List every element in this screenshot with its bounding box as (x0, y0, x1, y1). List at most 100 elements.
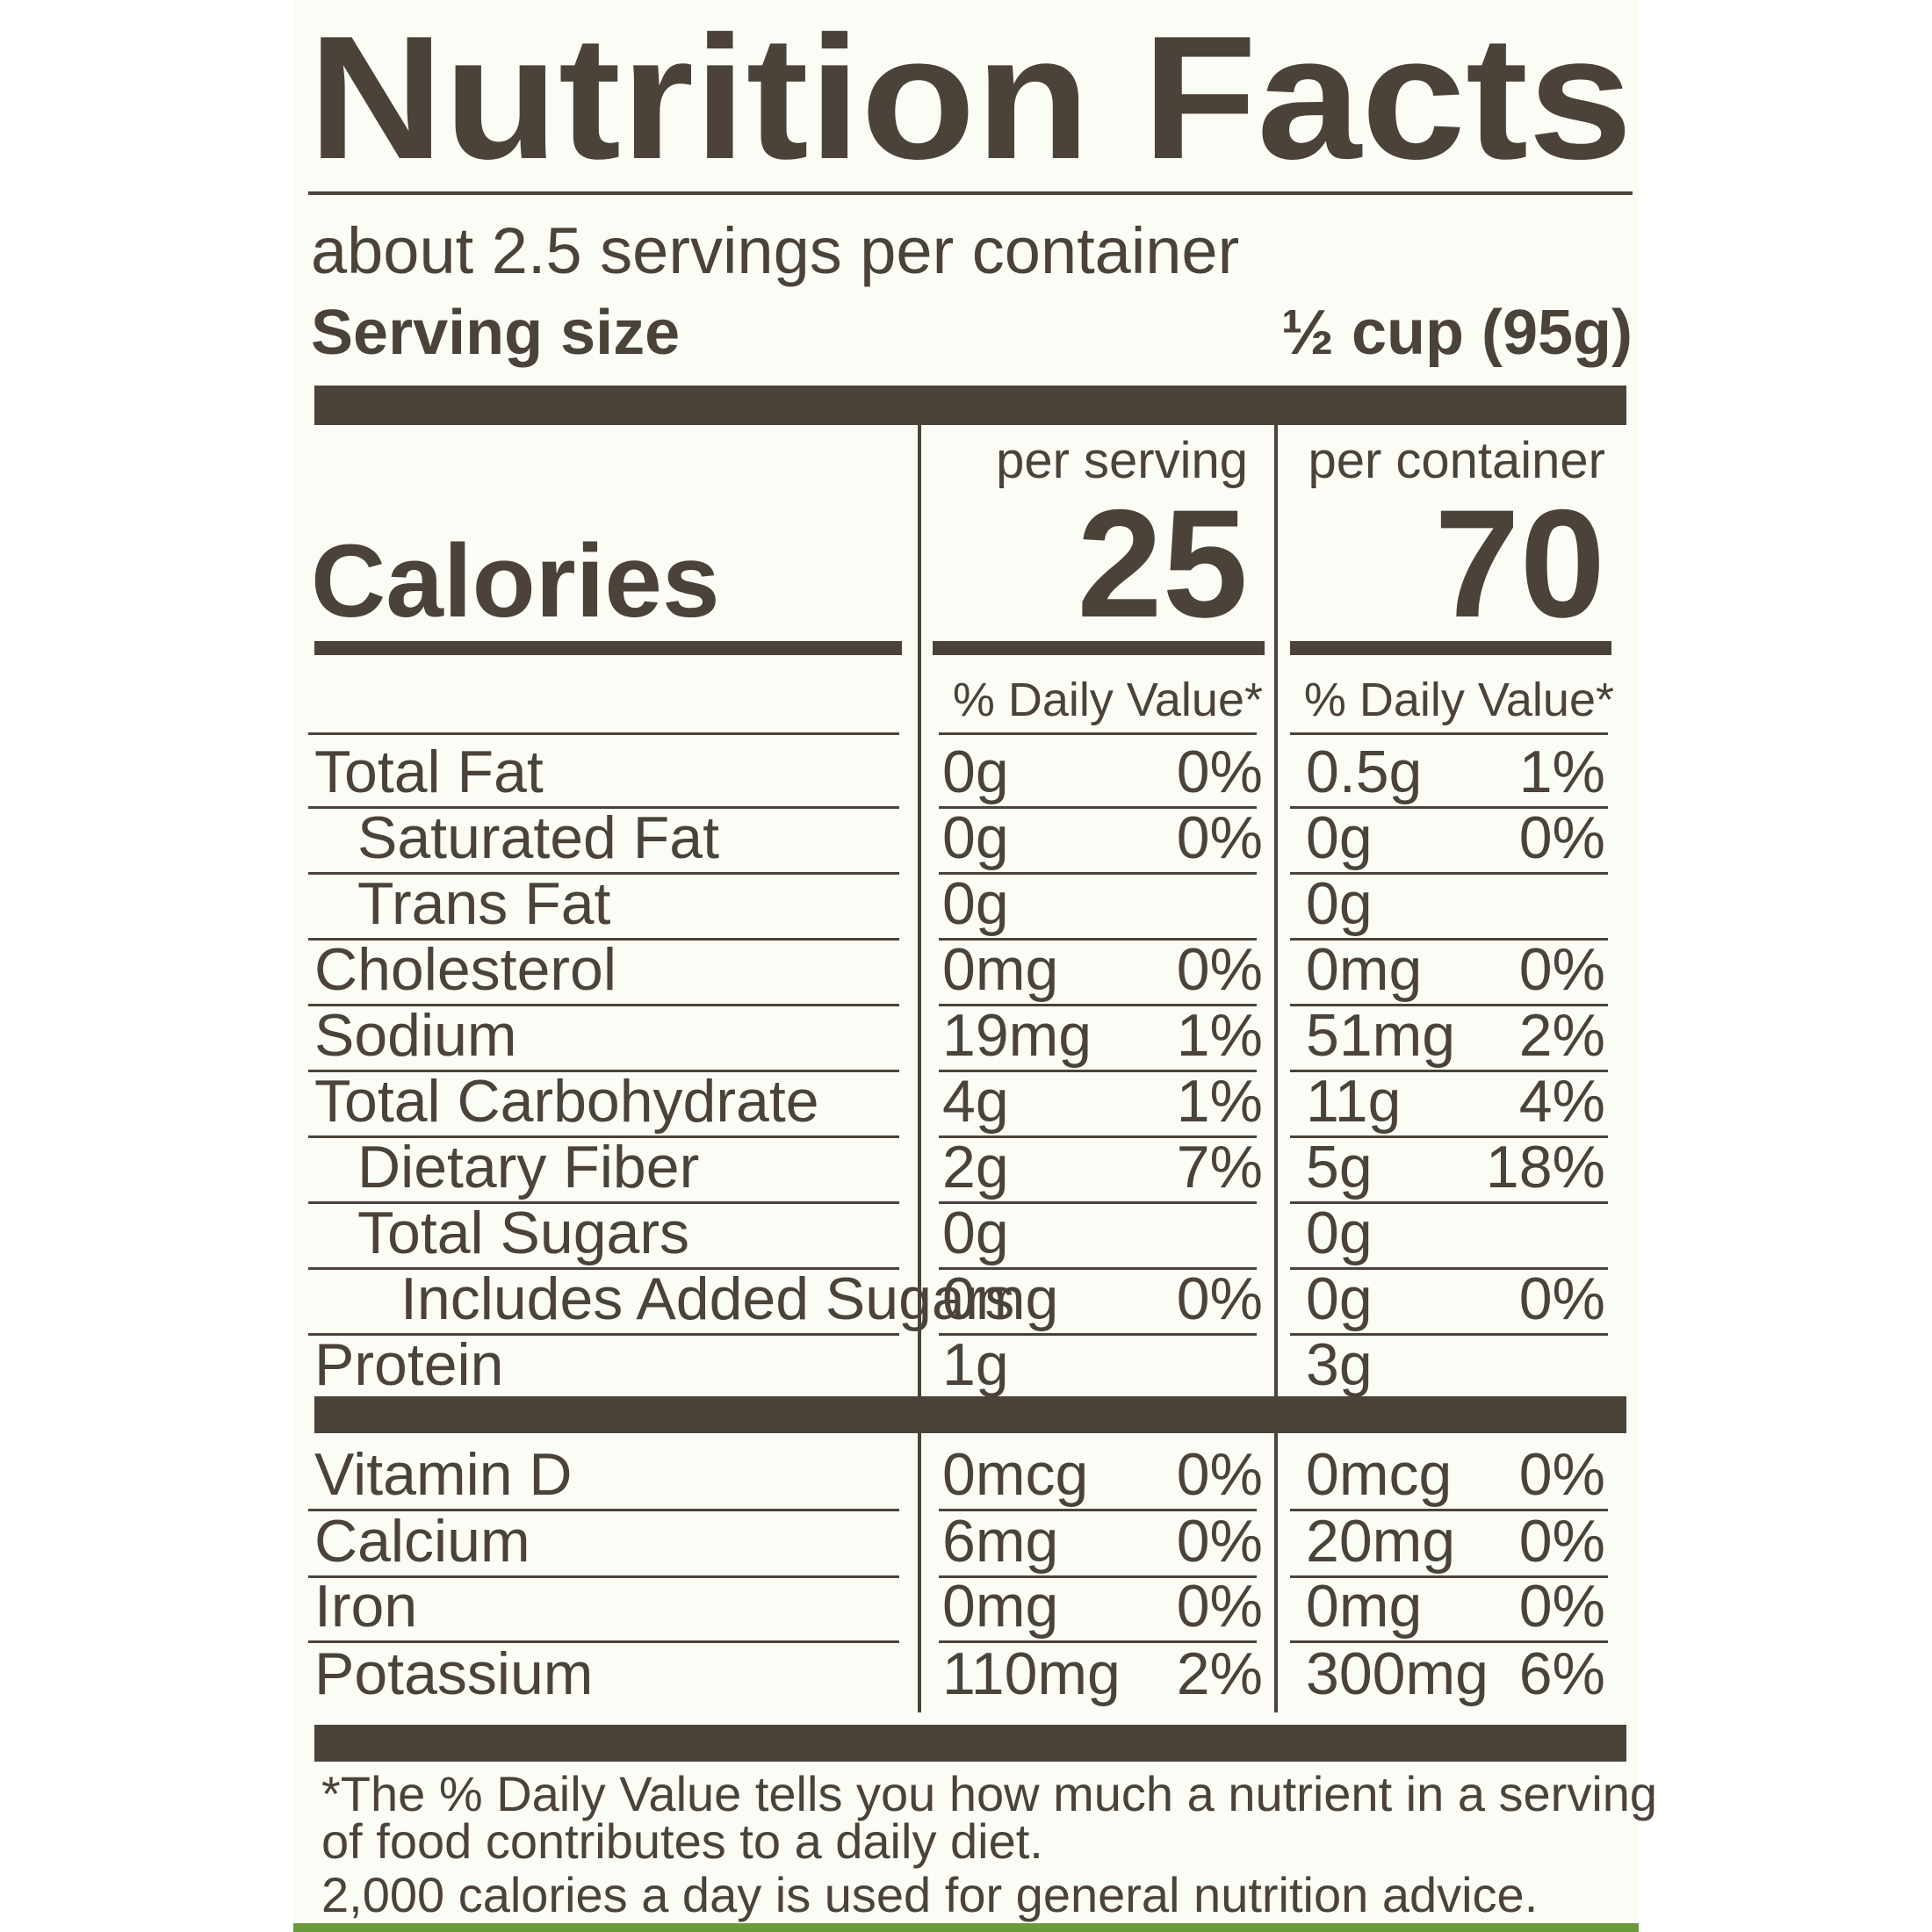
amount: 0mcg (1306, 1441, 1452, 1508)
label-panel (293, 0, 1639, 1932)
row-rule (939, 1004, 1257, 1006)
nutrient-name: Calcium (314, 1508, 530, 1575)
row-rule (1290, 1640, 1608, 1643)
calories-bar (1290, 641, 1611, 655)
row-rule (1290, 1267, 1608, 1270)
row-rule (1290, 806, 1608, 809)
amount: 0g (942, 739, 1009, 805)
row-rule (1290, 938, 1608, 941)
column-header: per serving (996, 432, 1248, 489)
nutrient-name: Protein (314, 1331, 503, 1398)
amount: 51mg (1306, 1002, 1455, 1069)
amount: 0.5g (1306, 739, 1422, 805)
column-divider (918, 425, 921, 1712)
row-rule (939, 1333, 1257, 1336)
daily-value: 6% (1519, 1640, 1605, 1707)
nutrient-name: Sodium (314, 1002, 517, 1069)
amount: 1g (942, 1331, 1009, 1398)
footnote: 2,000 calories a day is used for general… (321, 1867, 1538, 1922)
nutrient-name: Trans Fat (357, 870, 611, 937)
daily-value: 1% (1177, 1068, 1263, 1135)
amount: 0g (942, 804, 1009, 871)
row-rule (1290, 1201, 1608, 1204)
amount: 6mg (942, 1508, 1058, 1575)
daily-value: 2% (1177, 1640, 1263, 1707)
daily-value: 7% (1177, 1134, 1263, 1200)
row-rule (1290, 1135, 1608, 1138)
daily-value: 2% (1519, 1002, 1605, 1069)
nutrient-name: Dietary Fiber (357, 1134, 699, 1200)
row-rule (1290, 1509, 1608, 1511)
row-rule (939, 1575, 1257, 1578)
row-rule (308, 1004, 899, 1006)
nutrient-name: Saturated Fat (357, 804, 719, 871)
nutrient-name: Iron (314, 1573, 417, 1640)
row-rule (939, 1070, 1257, 1072)
amount: 0mg (942, 1573, 1058, 1640)
daily-value: 0% (1519, 1441, 1605, 1508)
dv-header: % Daily Value* (953, 674, 1263, 726)
amount: 0mg (1306, 1573, 1422, 1640)
row-rule (308, 938, 899, 941)
rule (308, 732, 899, 735)
row-rule (308, 806, 899, 809)
daily-value: 0% (1177, 1508, 1263, 1575)
row-rule (939, 1509, 1257, 1511)
row-rule (1290, 1333, 1608, 1336)
nutrient-name: Vitamin D (314, 1441, 573, 1508)
row-rule (939, 1640, 1257, 1643)
daily-value: 0% (1519, 1508, 1605, 1575)
daily-value: 1% (1177, 1002, 1263, 1069)
row-rule (308, 1201, 899, 1204)
row-rule (939, 872, 1257, 875)
amount: 300mg (1306, 1640, 1489, 1707)
daily-value: 0% (1519, 936, 1605, 1003)
rule (1290, 732, 1608, 735)
row-rule (939, 806, 1257, 809)
row-rule (939, 1135, 1257, 1138)
rule (308, 191, 1633, 195)
calories-bar (933, 641, 1265, 655)
row-rule (1290, 1004, 1608, 1006)
nutrient-name: Total Sugars (357, 1200, 689, 1266)
row-rule (1290, 872, 1608, 875)
footnote: *The % Daily Value tells you how much a … (321, 1766, 1657, 1821)
title: Nutrition Facts (308, 0, 1633, 196)
daily-value: 1% (1519, 739, 1605, 805)
nutrient-name: Cholesterol (314, 936, 616, 1003)
row-rule (939, 1267, 1257, 1270)
daily-value: 0% (1519, 804, 1605, 871)
servings: about 2.5 servings per container (311, 214, 1239, 287)
daily-value: 0% (1177, 1265, 1263, 1332)
amount: 3g (1306, 1331, 1373, 1398)
bottom-strip (293, 1923, 1639, 1932)
daily-value: 0% (1519, 1265, 1605, 1332)
daily-value: 4% (1519, 1068, 1605, 1135)
row-rule (308, 1070, 899, 1072)
row-rule (308, 1135, 899, 1138)
amount: 0g (942, 1200, 1009, 1266)
amount: 0g (1306, 1200, 1373, 1266)
amount: 0mg (942, 1265, 1058, 1332)
nutrient-name: Includes Added Sugars (400, 1265, 1014, 1332)
daily-value: 0% (1177, 1441, 1263, 1508)
row-rule (308, 872, 899, 875)
calories-label: Calories (311, 523, 720, 639)
nutrient-name: Total Fat (314, 739, 544, 805)
row-rule (308, 1575, 899, 1578)
calories-value: 25 (1077, 479, 1248, 650)
amount: 0g (1306, 804, 1373, 871)
row-rule (308, 1333, 899, 1336)
column-divider (1274, 425, 1278, 1712)
amount: 4g (942, 1068, 1009, 1135)
daily-value: 0% (1177, 804, 1263, 871)
thick-bar (314, 1396, 1626, 1433)
rule (939, 732, 1257, 735)
row-rule (308, 1509, 899, 1511)
amount: 0mg (1306, 936, 1422, 1003)
daily-value: 0% (1519, 1573, 1605, 1640)
row-rule (1290, 1575, 1608, 1578)
amount: 19mg (942, 1002, 1092, 1069)
